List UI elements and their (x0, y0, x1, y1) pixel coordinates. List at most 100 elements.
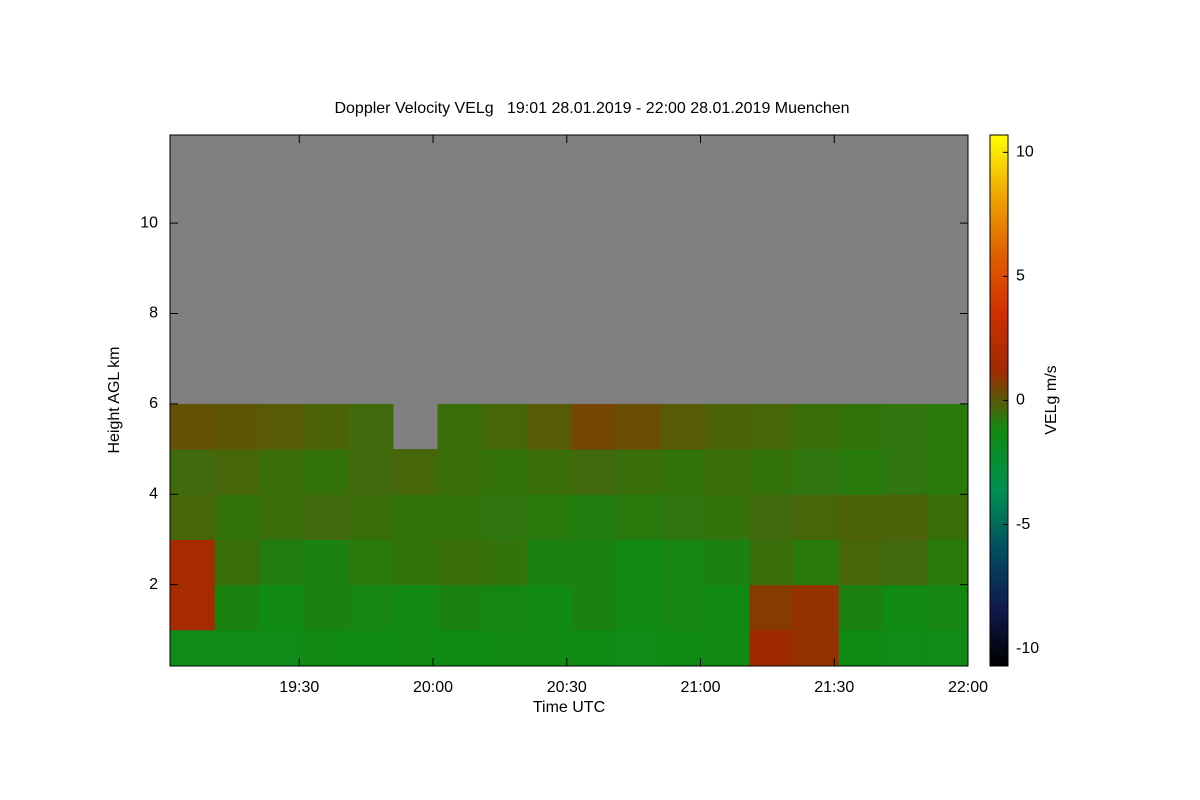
heatmap-cell (927, 584, 968, 631)
heatmap-cell (838, 584, 884, 631)
x-tick-label: 19:30 (279, 679, 319, 696)
heatmap-cell (526, 449, 572, 495)
heatmap-cell (838, 539, 884, 586)
heatmap-cell (214, 629, 260, 666)
heatmap-cell (927, 494, 968, 540)
heatmap-cell (214, 494, 260, 540)
heatmap-cell (749, 584, 795, 631)
heatmap-cell (704, 494, 751, 540)
heatmap-cell (170, 584, 216, 631)
y-axis-label: Height AGL km (106, 346, 123, 453)
heatmap-cell (259, 629, 305, 666)
heatmap-cell (170, 539, 216, 586)
heatmap-cell (392, 494, 438, 540)
colorbar-tick-label: 10 (1016, 144, 1034, 161)
heatmap-cell (303, 403, 349, 450)
heatmap-cell (526, 584, 572, 631)
colorbar-tick-label: 5 (1016, 268, 1025, 285)
heatmap-cell (437, 403, 483, 450)
heatmap-cell (526, 403, 572, 450)
heatmap-cell (571, 539, 617, 586)
heatmap-cell (259, 403, 305, 450)
heatmap-cell (348, 584, 394, 631)
heatmap-cell (660, 539, 706, 586)
heatmap-cell (303, 449, 349, 495)
heatmap-cell (170, 403, 216, 450)
heatmap-cell (571, 584, 617, 631)
heatmap-cell (482, 403, 528, 450)
y-tick-label: 6 (149, 395, 158, 412)
heatmap-cell (392, 629, 438, 666)
heatmap-cell (927, 539, 968, 586)
heatmap-cell (303, 629, 349, 666)
heatmap-cell (794, 449, 840, 495)
heatmap-cell (437, 449, 483, 495)
colorbar-tick-label: -5 (1016, 516, 1030, 533)
y-tick-label: 10 (140, 214, 158, 231)
heatmap-cell (482, 584, 528, 631)
x-tick-label: 20:30 (547, 679, 587, 696)
heatmap-cell (615, 449, 661, 495)
heatmap-cell (794, 494, 840, 540)
heatmap-cell (214, 539, 260, 586)
x-tick-label: 21:00 (680, 679, 720, 696)
heatmap-cell (437, 539, 483, 586)
heatmap-cell (660, 629, 706, 666)
heatmap-cell (259, 539, 305, 586)
heatmap-cell (615, 629, 661, 666)
heatmap-cell (704, 449, 751, 495)
heatmap-cell (749, 449, 795, 495)
heatmap-cell (482, 539, 528, 586)
heatmap-cell (214, 449, 260, 495)
heatmap-cell (303, 494, 349, 540)
x-tick-label: 20:00 (413, 679, 453, 696)
colorbar-tick-label: -10 (1016, 640, 1039, 657)
y-tick-label: 8 (149, 305, 158, 322)
heatmap-cell (392, 584, 438, 631)
heatmap-cell (883, 494, 929, 540)
heatmap-cell (838, 494, 884, 540)
heatmap-cell (526, 494, 572, 540)
heatmap-cell (838, 403, 884, 450)
heatmap-cell (482, 449, 528, 495)
colorbar-label: VELg m/s (1043, 365, 1060, 434)
colorbar-tick-label: 0 (1016, 392, 1025, 409)
plot-frame (169, 134, 969, 667)
heatmap-cell (526, 539, 572, 586)
heatmap-cell (927, 403, 968, 450)
heatmap-cell (571, 403, 617, 450)
heatmap-cell (571, 629, 617, 666)
heatmap-cell (615, 494, 661, 540)
heatmap-cell (660, 403, 706, 450)
heatmap-cell (348, 449, 394, 495)
heatmap-cell (392, 539, 438, 586)
heatmap-cell (883, 629, 929, 666)
heatmap (170, 135, 968, 666)
heatmap-cell (170, 629, 216, 666)
heatmap-cell (883, 539, 929, 586)
heatmap-cell (660, 449, 706, 495)
heatmap-cell (482, 494, 528, 540)
heatmap-cell (883, 584, 929, 631)
heatmap-cell (704, 584, 751, 631)
heatmap-cell (704, 539, 751, 586)
heatmap-cell (838, 449, 884, 495)
heatmap-cell (927, 449, 968, 495)
heatmap-cell (615, 584, 661, 631)
heatmap-cell (437, 494, 483, 540)
heatmap-cell (348, 494, 394, 540)
heatmap-cell (883, 403, 929, 450)
heatmap-cell (571, 494, 617, 540)
heatmap-cell (794, 584, 840, 631)
heatmap-cell (749, 629, 795, 666)
heatmap-cell (883, 449, 929, 495)
heatmap-cell (437, 629, 483, 666)
heatmap-cell (303, 584, 349, 631)
x-tick-label: 21:30 (814, 679, 854, 696)
heatmap-cell (259, 584, 305, 631)
heatmap-cell (749, 494, 795, 540)
heatmap-cell (794, 403, 840, 450)
heatmap-cell (704, 629, 751, 666)
heatmap-cell (927, 629, 968, 666)
